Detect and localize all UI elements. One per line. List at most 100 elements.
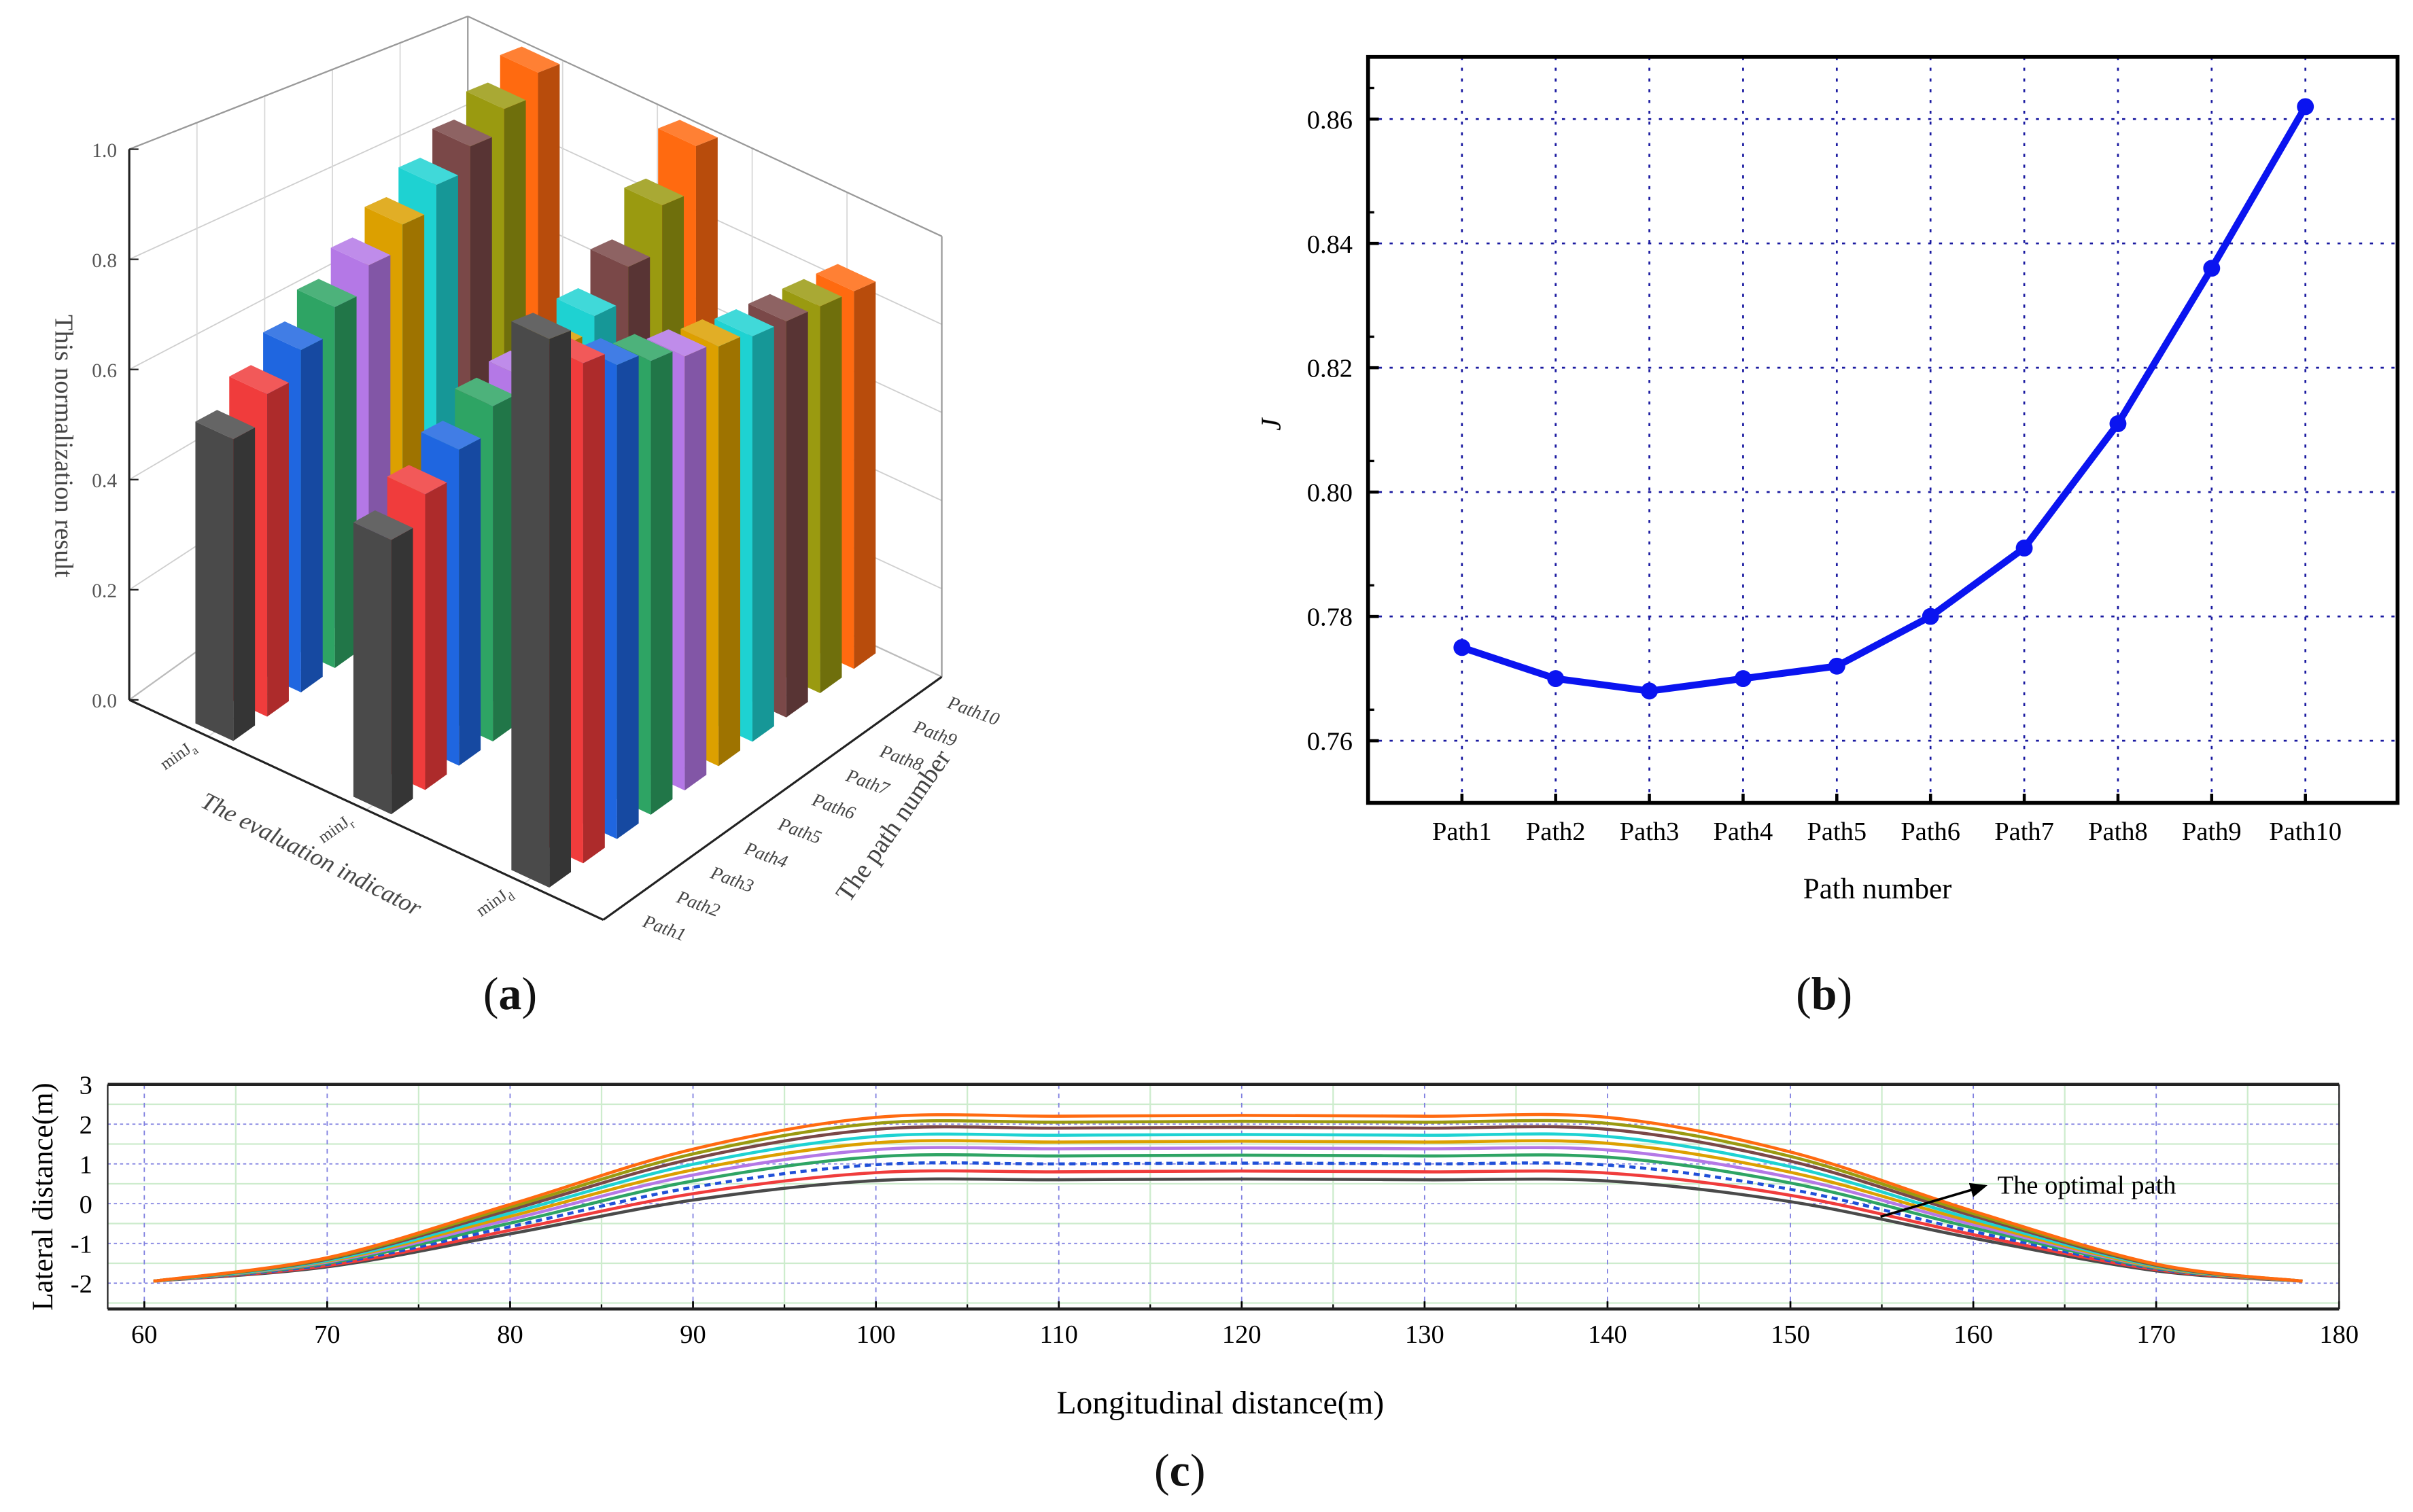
- y-axis-title: This normalization result: [50, 315, 78, 578]
- plot-frame: [1366, 54, 2400, 805]
- x-tick-label: 120: [1222, 1320, 1262, 1349]
- path-curve-1: [153, 1177, 2303, 1283]
- bar-top-face: [330, 237, 391, 266]
- y-tick-label: 1.0: [92, 140, 117, 162]
- y-tick-label: 0.84: [1307, 230, 1353, 259]
- j-point-path6: [1922, 608, 1939, 625]
- panel-label-b: (b): [1796, 969, 1853, 1020]
- bar-side-face: [786, 311, 808, 718]
- bar-front-face: [353, 522, 392, 815]
- j-point-path1: [1453, 639, 1471, 656]
- j-point-path8: [2109, 415, 2127, 432]
- bar-side-face: [752, 326, 774, 742]
- x-axis-title: Path number: [1803, 873, 1952, 905]
- bar-top-face: [421, 421, 481, 450]
- x-tick-label: 180: [2319, 1320, 2359, 1349]
- x-tick-label: Path6: [1900, 817, 1960, 846]
- bar-top-face: [612, 334, 673, 362]
- bar-side-face: [650, 351, 673, 815]
- x-tick-label: 130: [1405, 1320, 1444, 1349]
- bar-top-face: [680, 319, 741, 347]
- bar-side-face: [684, 347, 707, 791]
- x-tick-label: Path8: [2088, 817, 2148, 846]
- path-axis-line: [602, 675, 943, 921]
- y-tick-label: 0.8: [92, 250, 117, 272]
- y-tick-label: 0: [80, 1191, 92, 1219]
- bar-path1: [511, 313, 572, 888]
- x-tick-label: Path1: [1432, 817, 1492, 846]
- bar-side-face: [493, 395, 515, 741]
- bar-side-face: [425, 482, 447, 790]
- y-axis-title: Lateral distance(m): [27, 1083, 59, 1310]
- path-curve-3: [153, 1161, 2303, 1283]
- bar-side-face: [233, 427, 256, 741]
- y-tick-label: 2: [80, 1111, 92, 1140]
- x-tick-label: 100: [856, 1320, 896, 1349]
- path-curve-4: [153, 1153, 2303, 1283]
- bar-top-face: [229, 365, 289, 394]
- bar-side-face: [459, 438, 481, 766]
- bar-top-face: [658, 120, 718, 146]
- x-tick-label: 170: [2136, 1320, 2176, 1349]
- bar-top-face: [624, 178, 684, 206]
- bar-top-face: [511, 313, 572, 339]
- y-tick-label: -2: [71, 1270, 92, 1299]
- path-curve-2: [153, 1169, 2303, 1283]
- optimal-path-annotation: The optimal path: [1998, 1171, 2176, 1199]
- box-edge: [128, 15, 468, 150]
- bar-top-face: [816, 264, 876, 292]
- x-tick-label: Path5: [1807, 817, 1867, 846]
- y-tick-label: 3: [80, 1071, 92, 1100]
- optimal-path-arrow: [1880, 1182, 1988, 1218]
- y-tick-label: 0.0: [92, 690, 117, 712]
- bar-side-face: [854, 281, 876, 669]
- y-tick-label: -1: [71, 1230, 92, 1259]
- j-point-path9: [2203, 260, 2221, 277]
- y-tick-label: 0.80: [1307, 479, 1353, 508]
- x-tick-label: 60: [131, 1320, 157, 1349]
- y-tick-label: 1: [80, 1150, 92, 1179]
- bar-side-face: [820, 296, 842, 694]
- y-tick-label: 0.78: [1307, 603, 1353, 632]
- bar-top-face: [556, 288, 617, 317]
- j-point-path3: [1641, 682, 1659, 700]
- bar-top-face: [714, 309, 774, 337]
- x-tick-label: Path10: [2269, 817, 2342, 846]
- bar-side-face: [549, 330, 572, 888]
- y-tick-label: 0.76: [1307, 728, 1353, 756]
- x-axis-title: Longitudinal distance(m): [1057, 1386, 1385, 1421]
- y-tick-label: 0.2: [92, 580, 117, 602]
- x-tick-label: Path7: [1994, 817, 2054, 846]
- j-line: [1461, 105, 2309, 695]
- panel-label-c: (c): [1154, 1445, 1206, 1497]
- bar-top-face: [578, 338, 639, 366]
- path-curve-6: [153, 1139, 2303, 1283]
- x-tick-label: Path3: [1620, 817, 1680, 846]
- x-tick-label: 110: [1040, 1320, 1078, 1349]
- bar-top-face: [195, 410, 256, 440]
- bar-top-face: [387, 465, 447, 495]
- indicator-axis-line: [128, 699, 604, 921]
- x-tick-label: Path2: [1526, 817, 1586, 846]
- path-curve-10: [153, 1112, 2303, 1283]
- bar-top-face: [263, 321, 323, 351]
- bar-side-face: [334, 296, 357, 669]
- bar-top-face: [364, 196, 425, 225]
- j-point-path2: [1547, 670, 1565, 688]
- x-tick-label: 90: [680, 1320, 706, 1349]
- bar-side-face: [617, 355, 639, 839]
- path-curve-9: [153, 1119, 2303, 1283]
- bar-front-face: [195, 421, 234, 741]
- j-point-path7: [2015, 540, 2033, 557]
- y-tick-label: 0.6: [92, 360, 117, 382]
- bar-top-face: [646, 329, 707, 357]
- y-tick-label: 0.86: [1307, 106, 1353, 135]
- y-tick-label: 0.82: [1307, 355, 1353, 383]
- bar-side-face: [391, 527, 413, 815]
- bar-front-face: [511, 321, 550, 888]
- x-tick-label: 70: [314, 1320, 340, 1349]
- y-tick-label: 0.4: [92, 470, 117, 492]
- j-point-path10: [2297, 98, 2314, 116]
